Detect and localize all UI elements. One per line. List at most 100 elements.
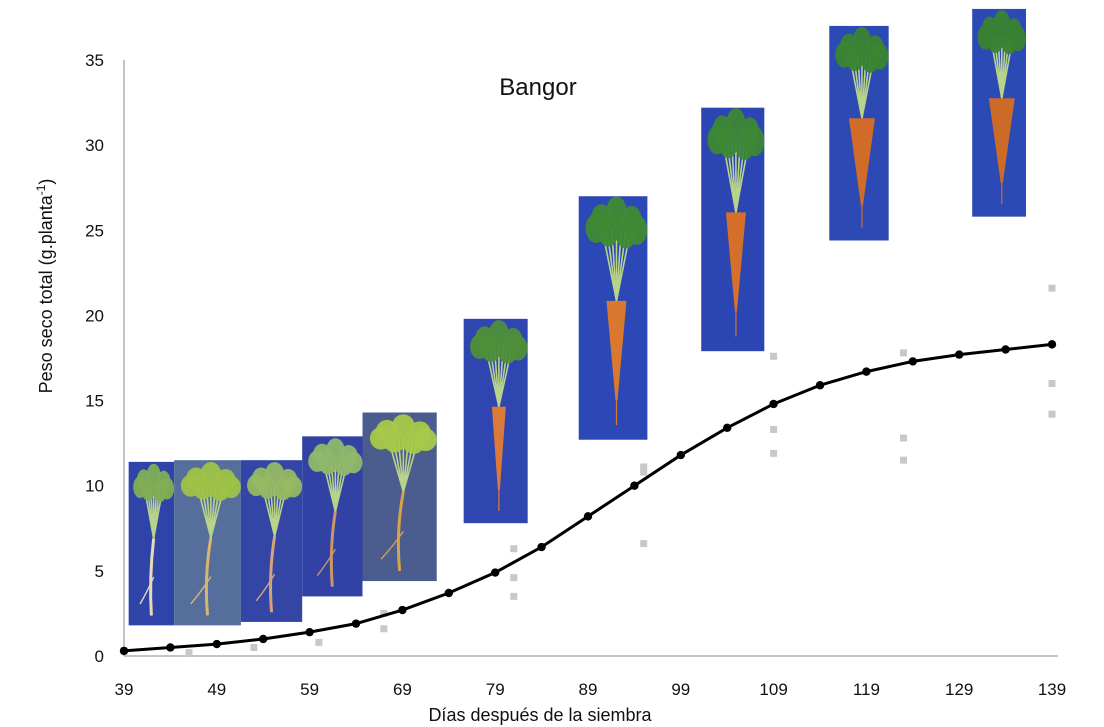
y-axis-title-sup: -1: [34, 184, 48, 195]
carrot-leaf: [470, 334, 490, 360]
carrot-leaf: [707, 124, 727, 155]
y-tick-label: 5: [95, 562, 104, 581]
x-tick-label: 89: [579, 680, 598, 699]
observed-point: [510, 545, 518, 553]
carrot-rootlet: [139, 576, 155, 605]
observed-point: [185, 649, 193, 657]
carrot-leaf: [870, 43, 889, 70]
fitted-curve-point: [676, 450, 685, 460]
x-tick-label: 99: [671, 680, 690, 699]
carrot-photo-3: [240, 460, 303, 622]
observed-point: [315, 638, 323, 646]
x-axis-title: Días después de la siembra: [428, 705, 652, 725]
observed-point: [770, 426, 778, 434]
photo-layer: [128, 8, 1027, 626]
fitted-curve-point: [723, 423, 732, 433]
axes: [123, 60, 1058, 657]
observed-point: [640, 468, 648, 476]
carrot-rootlet: [190, 576, 212, 605]
y-tick-label: 30: [85, 136, 104, 155]
carrot-leaf: [1009, 25, 1027, 52]
y-axis-title: Peso seco total (g.planta-1): [34, 179, 56, 394]
carrot-root: [725, 212, 746, 312]
carrot-leaf: [626, 215, 648, 245]
carrot-root: [848, 118, 875, 206]
carrot-photo-4: [302, 436, 363, 597]
y-tick-label: 0: [95, 647, 104, 666]
y-tick-label: 15: [85, 392, 104, 411]
x-tick-label: 59: [300, 680, 319, 699]
y-tick-label: 10: [85, 477, 104, 496]
fitted-curve-point: [1001, 345, 1010, 354]
carrot-root: [329, 511, 337, 587]
carrot-leaf: [369, 426, 393, 450]
fitted-curve-point: [444, 588, 453, 598]
fitted-curve-point: [398, 605, 407, 615]
observed-point: [380, 609, 388, 617]
observed-point: [1048, 380, 1056, 388]
carrot-leaf: [133, 476, 147, 499]
carrot-leaf: [220, 475, 241, 499]
x-tick-label: 49: [207, 680, 226, 699]
observed-point: [510, 592, 518, 600]
carrot-photo-10: [972, 8, 1027, 217]
fitted-curve-point: [351, 619, 361, 628]
observed-point: [510, 574, 518, 582]
observed-point: [770, 352, 778, 360]
fitted-curve-point: [259, 634, 268, 644]
carrot-leaf: [585, 213, 607, 243]
carrot-leaf: [308, 450, 327, 472]
y-tick-label: 35: [85, 51, 104, 70]
carrot-root: [396, 491, 405, 572]
fitted-curve-point: [955, 350, 964, 359]
carrot-photo-8: [701, 107, 765, 352]
y-axis-title-main: Peso seco total (g.planta: [36, 194, 56, 393]
fitted-curve-layer: [119, 340, 1057, 656]
carrot-leaf: [508, 335, 528, 361]
carrot-leaf: [180, 474, 201, 497]
carrot-leaf: [160, 477, 175, 500]
fitted-curve-point: [119, 646, 129, 656]
fitted-curve-point: [908, 357, 917, 366]
y-axis-title-close: ): [36, 179, 56, 185]
observed-point: [900, 456, 908, 464]
carrot-leaf: [977, 24, 994, 50]
carrot-photo-5: [362, 412, 437, 582]
x-tick-label: 139: [1038, 680, 1066, 699]
carrot-leaf: [344, 451, 363, 474]
y-tick-label: 20: [85, 306, 104, 325]
fitted-curve-point: [305, 627, 314, 637]
observed-point: [1048, 284, 1056, 292]
carrot-root: [149, 538, 156, 616]
observed-point: [640, 540, 648, 548]
carrot-leaf: [247, 474, 266, 497]
observed-point: [1048, 410, 1056, 418]
x-tick-label: 69: [393, 680, 412, 699]
y-tick-label: 25: [85, 221, 104, 240]
fitted-curve-point: [166, 643, 175, 652]
fitted-curve-point: [583, 512, 593, 521]
observed-point: [900, 434, 908, 442]
carrot-rootlet: [380, 530, 404, 560]
observed-point: [770, 449, 778, 457]
carrot-photo-7: [578, 196, 648, 440]
carrot-photo-9: [829, 25, 889, 241]
fitted-curve-point: [491, 568, 500, 577]
carrot-root: [606, 300, 627, 401]
fitted-curve-point: [630, 481, 639, 490]
observed-point: [250, 643, 258, 651]
fitted-curve-point: [212, 639, 221, 649]
chart-title: Bangor: [499, 74, 576, 101]
carrot-photo-6: [463, 318, 528, 524]
x-tick-label: 119: [853, 680, 880, 699]
observed-point: [900, 349, 908, 357]
x-tick-label: 129: [945, 680, 973, 699]
carrot-leaf: [745, 126, 765, 157]
x-tick-label: 79: [486, 680, 505, 699]
fitted-curve-point: [862, 367, 871, 376]
x-tick-label: 109: [759, 680, 787, 699]
observed-point: [380, 625, 388, 633]
fitted-curve-point: [815, 381, 825, 390]
carrot-root: [491, 406, 506, 491]
